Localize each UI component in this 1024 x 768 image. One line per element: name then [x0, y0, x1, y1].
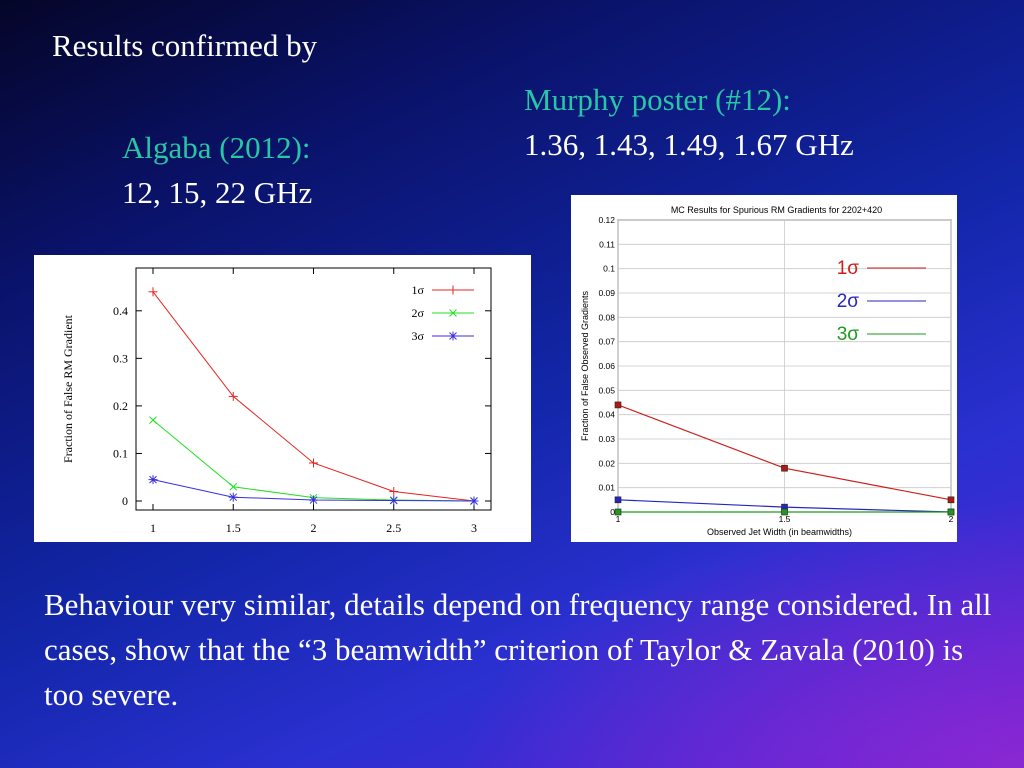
y-tick-label: 0.01: [598, 483, 615, 493]
data-point-marker: [148, 475, 158, 485]
y-tick-label: 0.07: [598, 337, 615, 347]
y-tick-label: 0.3: [113, 351, 128, 365]
y-tick-label: 0.4: [113, 304, 128, 318]
data-point-marker: [614, 401, 622, 409]
data-point-marker: [469, 496, 479, 506]
murphy-heading: Murphy poster (#12):: [524, 82, 791, 117]
series-line-1: [152, 291, 475, 502]
data-point-marker: [389, 486, 399, 496]
murphy-frequencies: 1.36, 1.43, 1.49, 1.67 GHz: [524, 127, 854, 162]
y-tick-label: 0.06: [598, 361, 615, 371]
y-tick-label: 0.05: [598, 385, 615, 395]
data-point-marker: [148, 287, 158, 297]
y-tick-label: 0: [610, 507, 615, 517]
legend-label: 1σ: [412, 283, 425, 297]
data-point-marker: [614, 496, 622, 504]
legend-label: 3σ: [412, 329, 425, 343]
x-axis-label: Observed Jet Width (in beamwidths): [707, 527, 852, 537]
y-tick-label: 0.09: [598, 288, 615, 298]
data-point-marker: [389, 496, 399, 506]
y-tick-label: 0.08: [598, 312, 615, 322]
legend-label: 2σ: [412, 306, 425, 320]
y-tick-label: 0.1: [113, 446, 128, 460]
chart-title: MC Results for Spurious RM Gradients for…: [671, 205, 882, 215]
legend-label: 3σ: [837, 324, 860, 345]
legend-marker: [449, 309, 457, 317]
y-tick-label: 0.12: [598, 215, 615, 225]
x-tick-label: 2: [311, 521, 317, 535]
y-tick-label: 0.2: [113, 399, 128, 413]
algaba-heading: Algaba (2012):: [122, 130, 311, 165]
algaba-chart: 0 0.1 0.2 0.3 0.4 1 1.5 2 2.5 3 Fraction of False …: [34, 255, 531, 542]
x-tick-label: 3: [471, 521, 477, 535]
legend-label: 1σ: [837, 258, 860, 279]
algaba-chart-svg: 0 0.1 0.2 0.3 0.4 1 1.5 2 2.5 3 Fraction of False …: [61, 267, 492, 535]
y-axis-label: Fraction of False RM Gradient: [61, 314, 75, 463]
slide-title: Results confirmed by: [52, 28, 318, 63]
data-point-marker: [947, 496, 955, 504]
legend-marker: [448, 285, 458, 295]
data-point-marker: [947, 508, 955, 516]
y-tick-label: 0.03: [598, 434, 615, 444]
x-tick-label: 1: [616, 514, 621, 524]
y-tick-label: 0.11: [599, 239, 615, 249]
data-point-marker: [229, 482, 238, 491]
x-tick-label: 2.5: [386, 521, 401, 535]
murphy-chart: MC Results for Spurious RM Gradients for…: [571, 195, 957, 542]
data-point-marker: [781, 508, 788, 516]
y-axis-label: Fraction of False Observed Gradients: [580, 290, 590, 441]
x-tick-label: 1.5: [226, 521, 241, 535]
x-tick-label: 1.5: [779, 514, 791, 524]
legend-label: 2σ: [837, 291, 860, 312]
murphy-chart-svg: MC Results for Spurious RM Gradients for…: [580, 205, 955, 537]
data-point-marker: [614, 508, 622, 516]
x-tick-label: 2: [949, 514, 954, 524]
algaba-frequencies: 12, 15, 22 GHz: [122, 175, 313, 210]
y-tick-label: 0: [122, 494, 128, 508]
legend-marker: [448, 331, 458, 341]
data-point-marker: [228, 391, 238, 401]
y-tick-label: 0.04: [598, 410, 615, 420]
data-point-marker: [228, 492, 238, 502]
data-point-marker: [309, 495, 318, 505]
y-tick-label: 0.02: [598, 458, 615, 468]
x-tick-label: 1: [150, 521, 156, 535]
data-point-marker: [149, 416, 157, 425]
y-tick-label: 0.1: [603, 264, 615, 274]
plot-frame: [135, 267, 492, 511]
data-point-marker: [781, 464, 788, 472]
data-point-marker: [309, 458, 318, 468]
summary-text: Behaviour very similar, details depend o…: [44, 587, 992, 712]
